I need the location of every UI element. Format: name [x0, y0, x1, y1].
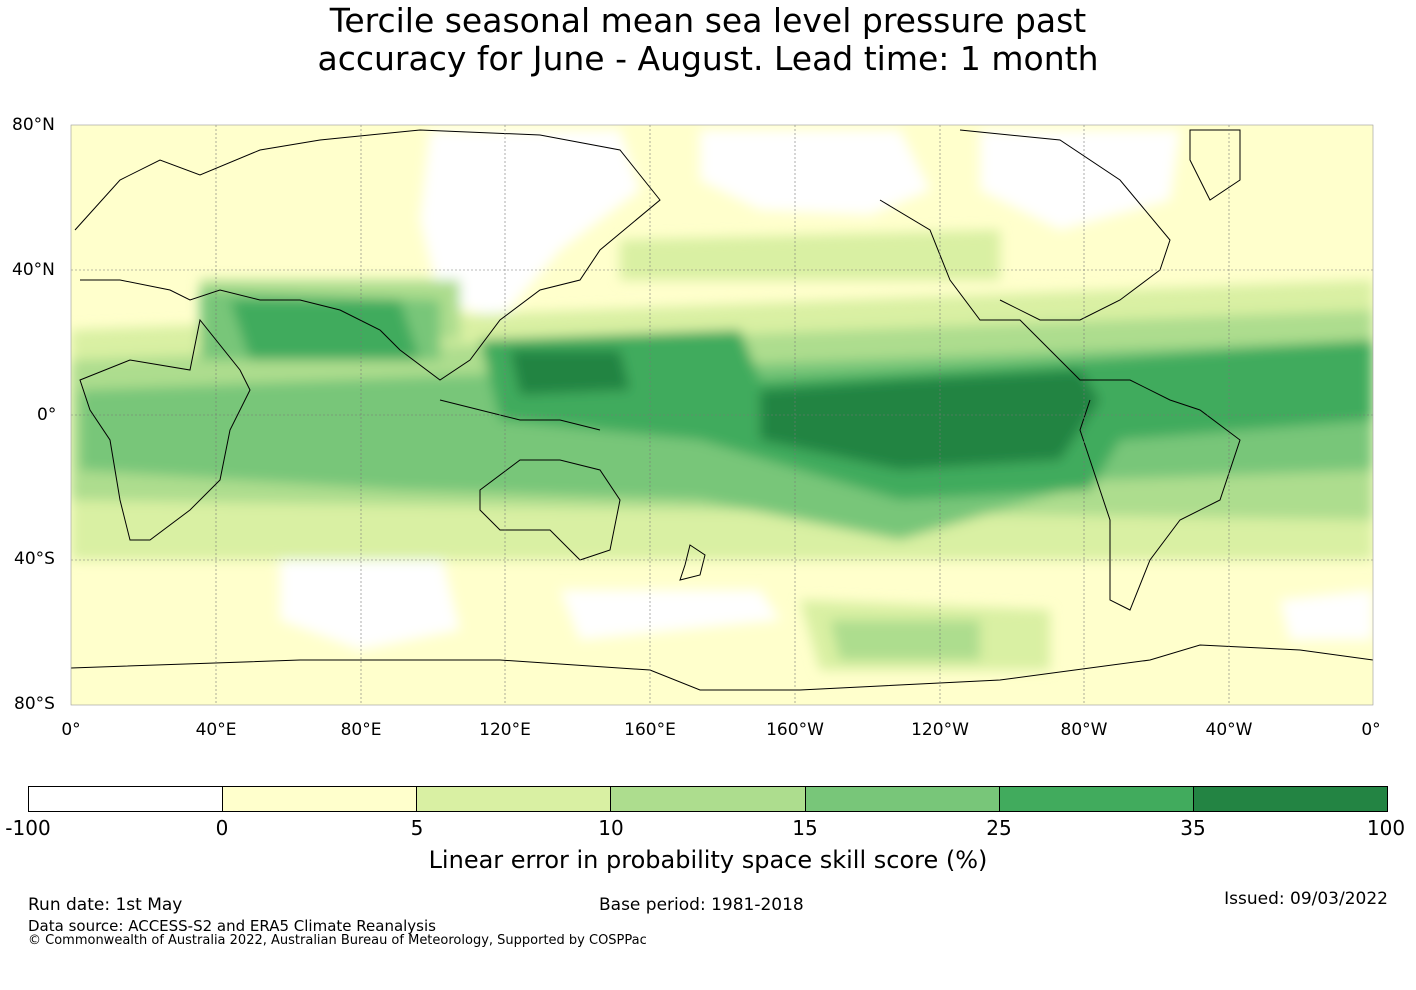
colorbar-tick: 100	[1366, 816, 1406, 840]
colorbar-tick: 0	[215, 816, 229, 840]
lon-label-0: 0°	[61, 720, 81, 740]
colorbar-bin	[999, 787, 1194, 811]
lat-label-80s: 80°S	[14, 694, 55, 714]
lon-label-120e: 120°E	[479, 720, 531, 740]
colorbar	[28, 786, 1388, 812]
lat-label-80n: 80°N	[12, 115, 55, 135]
colorbar-tick: 35	[1180, 816, 1206, 840]
colorbar-tick: -100	[5, 816, 51, 840]
issued-date: Issued: 09/03/2022	[1224, 889, 1388, 909]
copyright: © Commonwealth of Australia 2022, Austra…	[28, 933, 647, 948]
colorbar-tick: 5	[410, 816, 424, 840]
colorbar-bin	[223, 787, 418, 811]
lon-label-120w: 120°W	[911, 720, 969, 740]
colorbar-tick: 10	[598, 816, 624, 840]
colorbar-bin	[805, 787, 1000, 811]
run-date: Run date: 1st May	[28, 895, 183, 915]
title-line-2: accuracy for June - August. Lead time: 1…	[317, 39, 1099, 78]
colorbar-bin	[417, 787, 612, 811]
graticule	[71, 125, 1373, 705]
colorbar-bin	[611, 787, 806, 811]
lon-label-80e: 80°E	[340, 720, 382, 740]
lon-label-160w: 160°W	[766, 720, 824, 740]
base-period: Base period: 1981-2018	[599, 895, 804, 915]
colorbar-bin	[1193, 787, 1387, 811]
colorbar-tick: 25	[986, 816, 1012, 840]
colorbar-bin	[29, 787, 224, 811]
lon-label-0-east: 0°	[1361, 720, 1381, 740]
title-line-1: Tercile seasonal mean sea level pressure…	[329, 1, 1087, 40]
lon-label-160e: 160°E	[624, 720, 676, 740]
lat-label-0: 0°	[37, 405, 57, 425]
colorbar-tick: 15	[792, 816, 818, 840]
data-source: Data source: ACCESS-S2 and ERA5 Climate …	[28, 917, 436, 935]
lat-label-40n: 40°N	[12, 260, 55, 280]
lat-label-40s: 40°S	[14, 549, 55, 569]
colorbar-label: Linear error in probability space skill …	[428, 846, 988, 874]
skill-field	[71, 125, 1373, 705]
lon-label-40w: 40°W	[1205, 720, 1253, 740]
lon-label-40e: 40°E	[195, 720, 237, 740]
lon-label-80w: 80°W	[1060, 720, 1108, 740]
